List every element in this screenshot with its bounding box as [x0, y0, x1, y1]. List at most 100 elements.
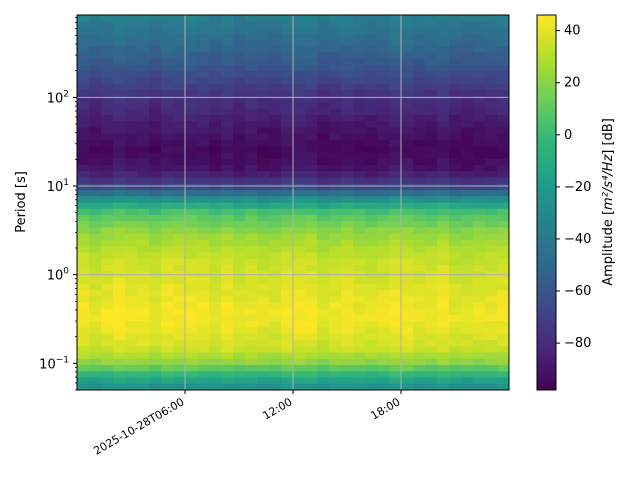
- heatmap-cell: [425, 133, 438, 141]
- heatmap-cell: [389, 321, 402, 329]
- heatmap-cell: [461, 202, 474, 210]
- heatmap-cell: [473, 352, 486, 360]
- heatmap-cell: [305, 246, 318, 254]
- heatmap-cell: [449, 71, 462, 79]
- heatmap-cell: [353, 208, 366, 216]
- heatmap-cell: [269, 115, 282, 122]
- heatmap-cell: [209, 221, 222, 229]
- heatmap-cell: [185, 158, 198, 166]
- heatmap-cell: [185, 265, 198, 272]
- heatmap-cell: [353, 233, 366, 241]
- heatmap-cell: [353, 358, 366, 366]
- heatmap-cell: [437, 177, 450, 185]
- heatmap-cell: [233, 158, 246, 166]
- heatmap-cell: [305, 127, 318, 135]
- heatmap-cell: [269, 315, 282, 322]
- heatmap-cell: [317, 252, 330, 260]
- heatmap-cell: [485, 102, 498, 110]
- heatmap-cell: [341, 52, 354, 60]
- heatmap-cell: [293, 296, 306, 304]
- heatmap-cell: [233, 290, 246, 297]
- heatmap-cell: [305, 27, 318, 35]
- heatmap-cell: [149, 283, 162, 291]
- heatmap-cell: [329, 102, 342, 110]
- heatmap-cell: [209, 27, 222, 35]
- heatmap-cell: [305, 21, 318, 29]
- heatmap-cell: [173, 102, 186, 110]
- heatmap-cell: [353, 302, 366, 310]
- heatmap-cell: [365, 15, 378, 22]
- heatmap-cell: [113, 58, 126, 66]
- heatmap-cell: [497, 46, 509, 54]
- heatmap-cell: [317, 133, 330, 141]
- heatmap-cell: [197, 58, 210, 66]
- heatmap-cell: [485, 258, 498, 266]
- heatmap-cell: [77, 108, 90, 116]
- y-tick-label: 10−1: [39, 355, 69, 372]
- heatmap-cell: [317, 333, 330, 341]
- heatmap-cell: [473, 252, 486, 260]
- heatmap-cell: [149, 202, 162, 210]
- heatmap-cell: [305, 233, 318, 241]
- heatmap-cell: [473, 177, 486, 185]
- heatmap-cell: [245, 152, 258, 160]
- heatmap-cell: [197, 71, 210, 79]
- heatmap-cell: [425, 383, 438, 390]
- heatmap-cell: [209, 265, 222, 272]
- heatmap-cell: [89, 208, 102, 216]
- heatmap-cell: [437, 315, 450, 322]
- heatmap-cell: [101, 177, 114, 185]
- heatmap-cell: [209, 152, 222, 160]
- heatmap-cell: [269, 358, 282, 366]
- heatmap-cell: [485, 340, 498, 347]
- heatmap-cell: [425, 246, 438, 254]
- heatmap-cell: [281, 240, 294, 247]
- heatmap-cell: [473, 15, 486, 22]
- heatmap-cell: [113, 277, 126, 285]
- heatmap-cell: [473, 240, 486, 247]
- heatmap-cell: [173, 33, 186, 41]
- heatmap-cell: [473, 71, 486, 79]
- heatmap-cell: [317, 290, 330, 297]
- heatmap-cell: [473, 233, 486, 241]
- heatmap-cell: [317, 196, 330, 204]
- heatmap-cell: [377, 352, 390, 360]
- heatmap-cell: [137, 127, 150, 135]
- heatmap-cell: [125, 152, 138, 160]
- heatmap-cell: [449, 165, 462, 172]
- heatmap-cell: [365, 108, 378, 116]
- heatmap-cell: [113, 158, 126, 166]
- heatmap-cell: [269, 158, 282, 166]
- heatmap-cell: [437, 27, 450, 35]
- heatmap-cell: [233, 133, 246, 141]
- heatmap-cell: [185, 146, 198, 154]
- heatmap-cell: [101, 146, 114, 154]
- heatmap-cell: [401, 146, 414, 154]
- heatmap-cell: [221, 277, 234, 285]
- heatmap-cell: [329, 340, 342, 347]
- heatmap-cell: [341, 258, 354, 266]
- heatmap-cell: [425, 33, 438, 41]
- heatmap-cell: [245, 183, 258, 191]
- heatmap-cell: [305, 152, 318, 160]
- heatmap-cell: [389, 377, 402, 385]
- heatmap-cell: [173, 233, 186, 241]
- heatmap-cell: [389, 121, 402, 129]
- heatmap-cell: [449, 246, 462, 254]
- heatmap-cell: [125, 377, 138, 385]
- heatmap-cell: [269, 58, 282, 66]
- heatmap-cell: [485, 171, 498, 179]
- heatmap-cell: [425, 108, 438, 116]
- heatmap-cell: [377, 158, 390, 166]
- heatmap-cell: [317, 171, 330, 179]
- heatmap-cell: [161, 165, 174, 172]
- heatmap-cell: [125, 52, 138, 60]
- heatmap-cell: [269, 77, 282, 85]
- heatmap-cell: [101, 233, 114, 241]
- heatmap-cell: [245, 40, 258, 47]
- heatmap-cell: [341, 33, 354, 41]
- heatmap-cell: [317, 27, 330, 35]
- heatmap-cell: [281, 102, 294, 110]
- heatmap-cell: [305, 133, 318, 141]
- heatmap-cell: [221, 233, 234, 241]
